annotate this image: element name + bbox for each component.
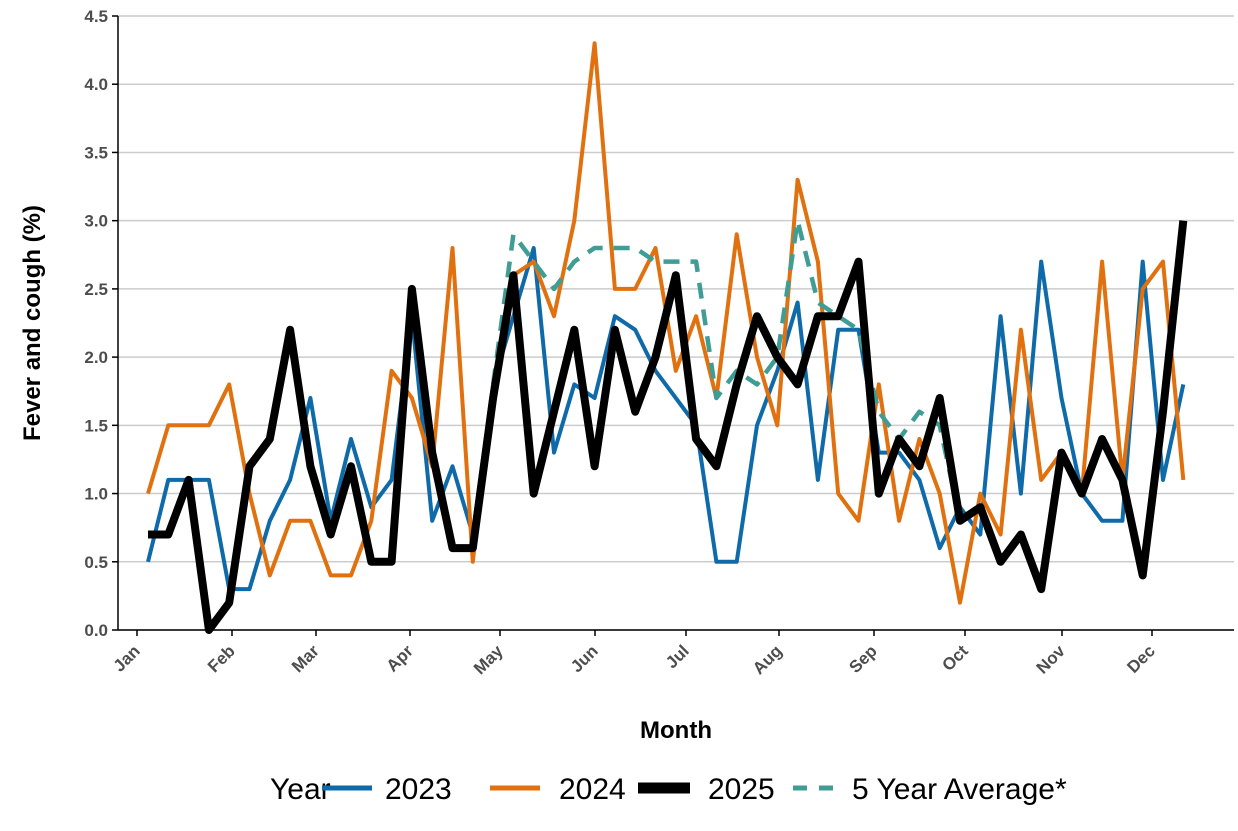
legend-label: 2023 [385,773,452,806]
x-tick-label: Jul [662,641,693,672]
legend-label: 2025 [708,773,775,806]
legend: Year 2023 2024 2025 5 Year Average* [270,773,1067,806]
legend-title: Year [270,773,331,806]
x-tick-label: Mar [288,641,323,676]
legend-label: 2024 [559,773,626,806]
x-tick-label: Nov [1033,641,1070,678]
x-tick-label: Jun [567,641,602,676]
axes [117,16,1234,631]
x-tick-label: Oct [938,641,972,675]
y-tick-label: 0.5 [84,553,108,572]
y-tick-label: 4.0 [84,75,108,94]
x-axis-title: Month [640,717,712,744]
x-tick-label: Apr [383,641,417,675]
x-tick-labels: Jan Feb Mar Apr May Jun Jul Aug Sep Oct Nov Dec [110,630,1159,678]
x-tick-label: Feb [204,641,239,676]
x-tick-label: May [470,641,507,678]
series-line-2023 [146,246,1186,592]
x-tick-label: Aug [749,641,786,678]
y-tick-label: 2.5 [84,280,108,299]
y-tick-label: 1.5 [84,416,108,435]
series-line-5-year-average [490,218,963,522]
series-line-2025 [148,220,1188,634]
y-tick-label: 2.0 [84,348,108,367]
y-tick-label: 3.5 [84,143,108,162]
y-tick-labels: 0.0 0.5 1.0 1.5 2.0 2.5 3.0 3.5 4.0 4.5 [84,7,118,640]
x-tick-label: Jan [110,641,144,675]
y-axis-title: Fever and cough (%) [19,205,46,441]
y-tick-label: 4.5 [84,7,108,26]
y-tick-label: 1.0 [84,485,108,504]
x-tick-label: Dec [1123,641,1158,676]
y-tick-label: 3.0 [84,212,108,231]
legend-label: 5 Year Average* [852,773,1067,806]
y-tick-label: 0.0 [84,621,108,640]
series-lines [146,41,1188,634]
x-tick-label: Sep [845,641,880,676]
